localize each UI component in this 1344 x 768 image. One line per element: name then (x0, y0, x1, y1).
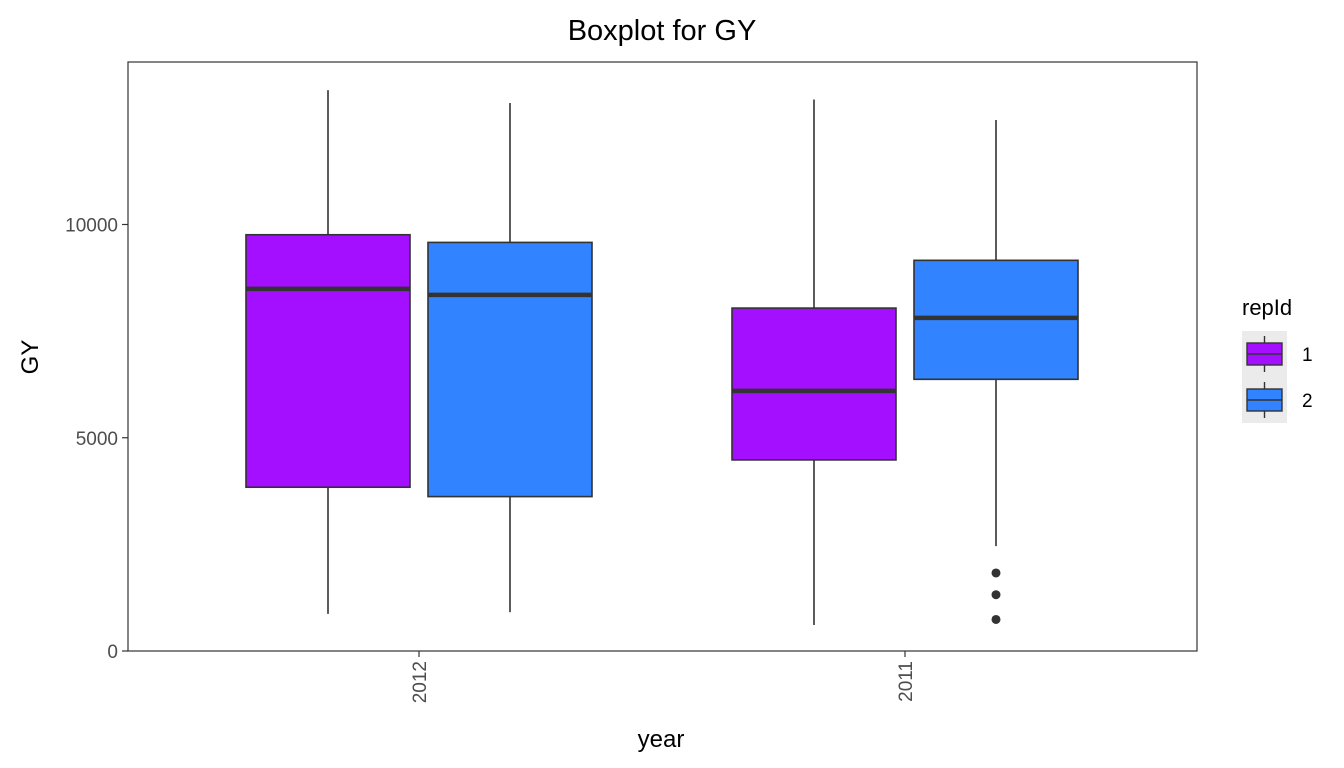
box-2012-rep2 (427, 102, 593, 613)
box-2012-rep1 (245, 90, 411, 614)
outlier-point (991, 568, 1001, 578)
box-iqr (731, 307, 897, 461)
box-iqr (427, 241, 593, 498)
y-tick-label: 5000 (76, 429, 118, 450)
box-2011-rep1 (731, 99, 897, 625)
y-axis: 0 5000 10000 (65, 216, 128, 663)
legend-title: repId (1242, 295, 1292, 320)
legend-key-rep1: 1 (1242, 331, 1313, 377)
legend-keys: 12 (1242, 331, 1313, 423)
chart-title: Boxplot for GY (568, 15, 757, 47)
x-tick-label: 2011 (896, 661, 917, 702)
x-tick-label: 2012 (410, 661, 431, 703)
box-2011-rep2 (913, 120, 1079, 624)
outlier-point (991, 590, 1001, 600)
box-iqr (245, 233, 411, 489)
x-axis-title: year (638, 726, 685, 753)
y-tick-label: 10000 (65, 216, 118, 237)
x-axis: 2012 2011 (410, 651, 917, 703)
legend-label-rep1: 1 (1302, 345, 1313, 366)
outlier-point (991, 614, 1001, 624)
y-tick-label: 0 (107, 642, 118, 663)
legend-label-rep2: 2 (1302, 391, 1313, 412)
y-axis-title: GY (17, 340, 44, 375)
legend-key-rep2: 2 (1242, 377, 1313, 423)
legend: repId 12 (1242, 295, 1313, 423)
boxes-layer (245, 90, 1079, 625)
